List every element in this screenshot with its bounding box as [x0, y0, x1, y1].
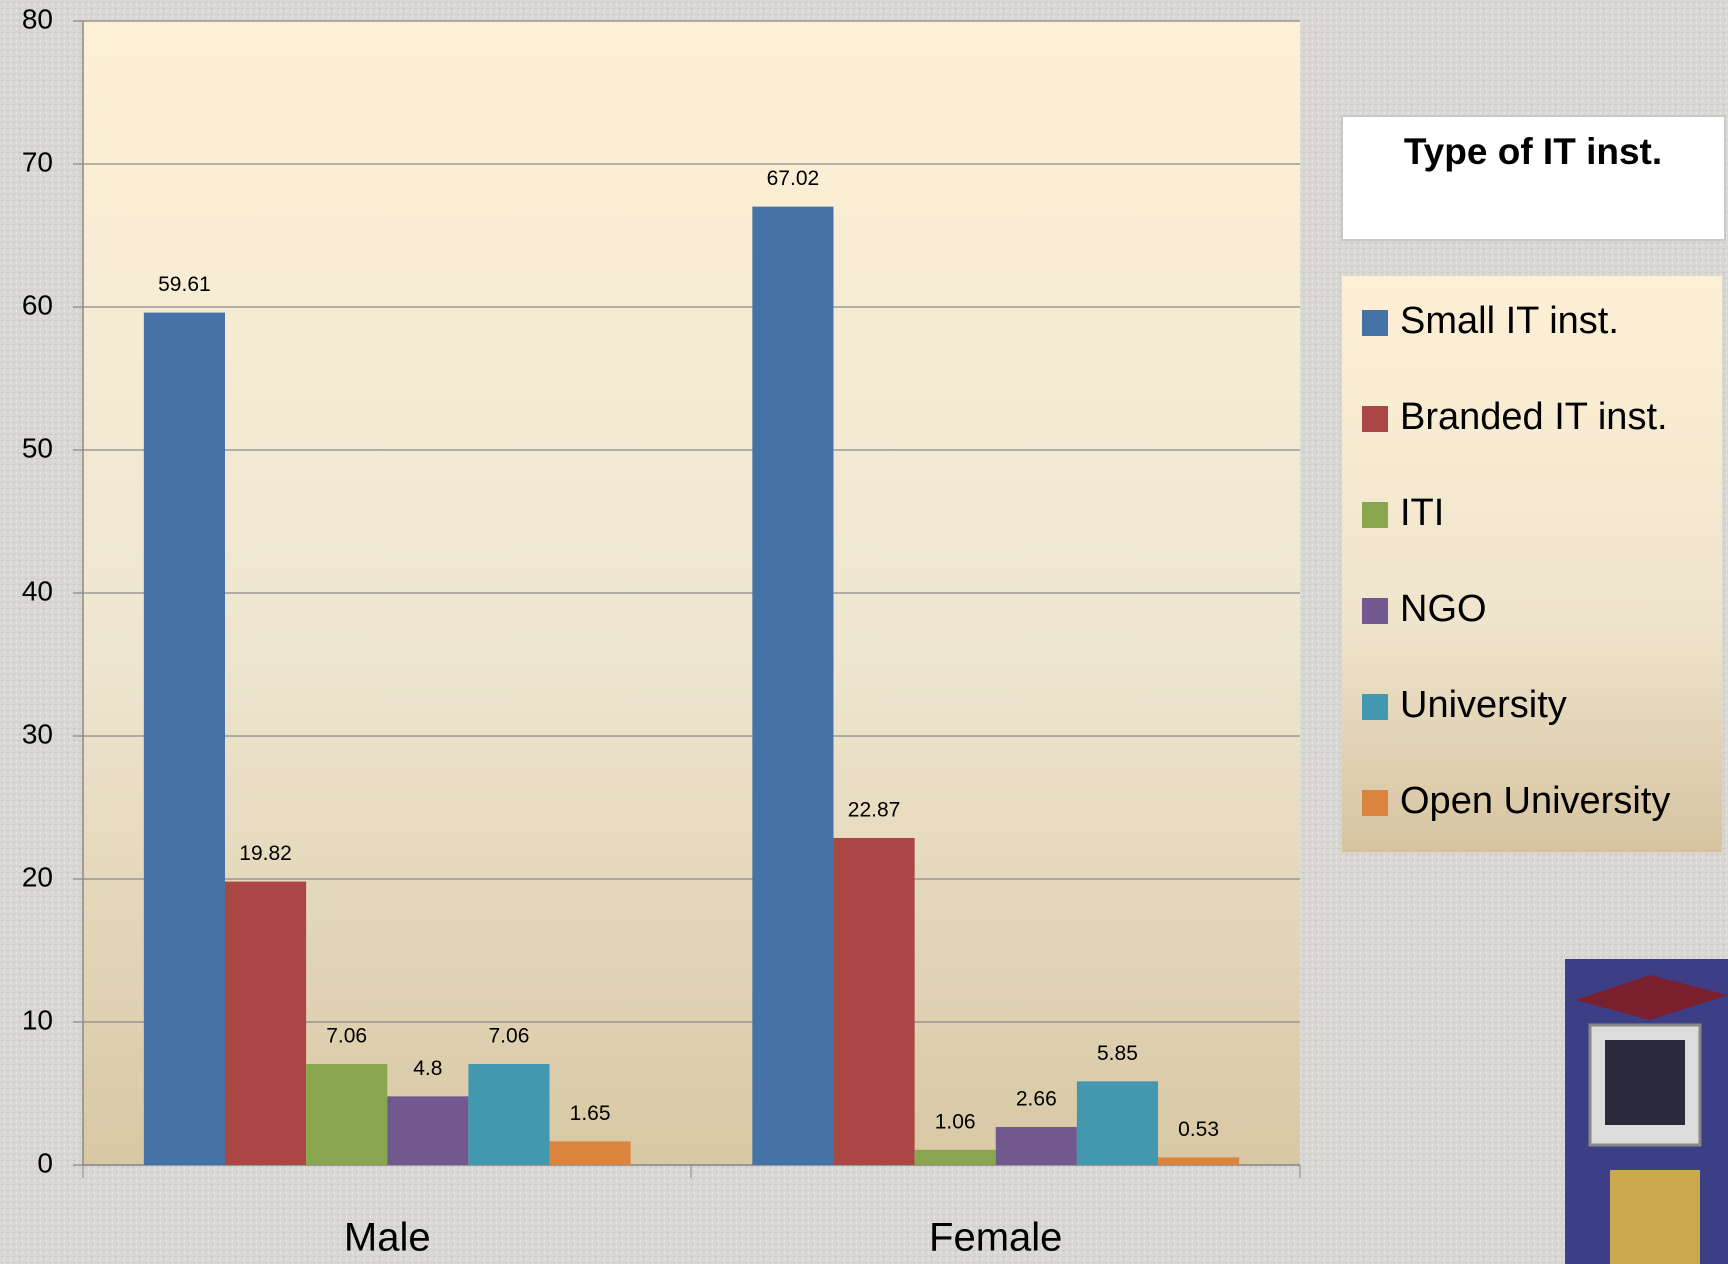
legend-label: NGO [1400, 588, 1487, 630]
legend-label: Branded IT inst. [1400, 396, 1668, 438]
y-tick-label: 10 [22, 1004, 53, 1035]
y-tick-label: 50 [22, 432, 53, 463]
data-label: 7.06 [489, 1025, 530, 1048]
data-label: 59.61 [158, 273, 211, 296]
legend-title-box [1341, 115, 1726, 241]
y-tick-label: 80 [22, 3, 53, 34]
bar [833, 837, 915, 1165]
legend-label: ITI [1400, 492, 1444, 534]
legend-label: University [1400, 684, 1567, 726]
y-tick-label: 0 [37, 1147, 53, 1178]
bar [387, 1096, 469, 1165]
data-label: 22.87 [848, 799, 901, 822]
bar [468, 1064, 550, 1165]
icon [1565, 959, 1728, 1264]
bar [1076, 1081, 1159, 1165]
bar [549, 1141, 631, 1165]
bar [914, 1149, 996, 1165]
bar [1158, 1157, 1240, 1165]
y-tick-label: 70 [22, 146, 53, 177]
data-label: 4.8 [413, 1057, 442, 1080]
bar [143, 312, 225, 1165]
data-label: 67.02 [767, 167, 820, 190]
bar [752, 206, 834, 1165]
bar [306, 1064, 388, 1165]
x-tick-label: Male [344, 1216, 431, 1260]
legend-label: Open University [1400, 780, 1670, 822]
data-label: 5.85 [1097, 1042, 1138, 1065]
y-tick-label: 30 [22, 718, 53, 749]
x-tick-label: Female [929, 1216, 1062, 1260]
y-tick-label: 40 [22, 575, 53, 606]
data-label: 19.82 [239, 842, 292, 865]
legend-box [1342, 276, 1722, 852]
bar [224, 881, 307, 1165]
y-tick-label: 60 [22, 289, 53, 320]
legend-swatch [1362, 694, 1388, 720]
legend-title: Type of IT inst. [1404, 131, 1662, 172]
legend-swatch [1362, 790, 1388, 816]
legend-swatch [1362, 406, 1388, 432]
data-label: 2.66 [1016, 1088, 1057, 1111]
y-tick-label: 20 [22, 861, 53, 892]
legend-swatch [1362, 310, 1388, 336]
data-label: 0.53 [1178, 1118, 1219, 1141]
data-label: 1.06 [935, 1110, 976, 1133]
bar [995, 1126, 1077, 1165]
legend-swatch [1362, 502, 1388, 528]
data-label: 1.65 [570, 1102, 611, 1125]
legend-label: Small IT inst. [1400, 300, 1619, 342]
data-label: 7.06 [326, 1025, 367, 1048]
legend-swatch [1362, 598, 1388, 624]
